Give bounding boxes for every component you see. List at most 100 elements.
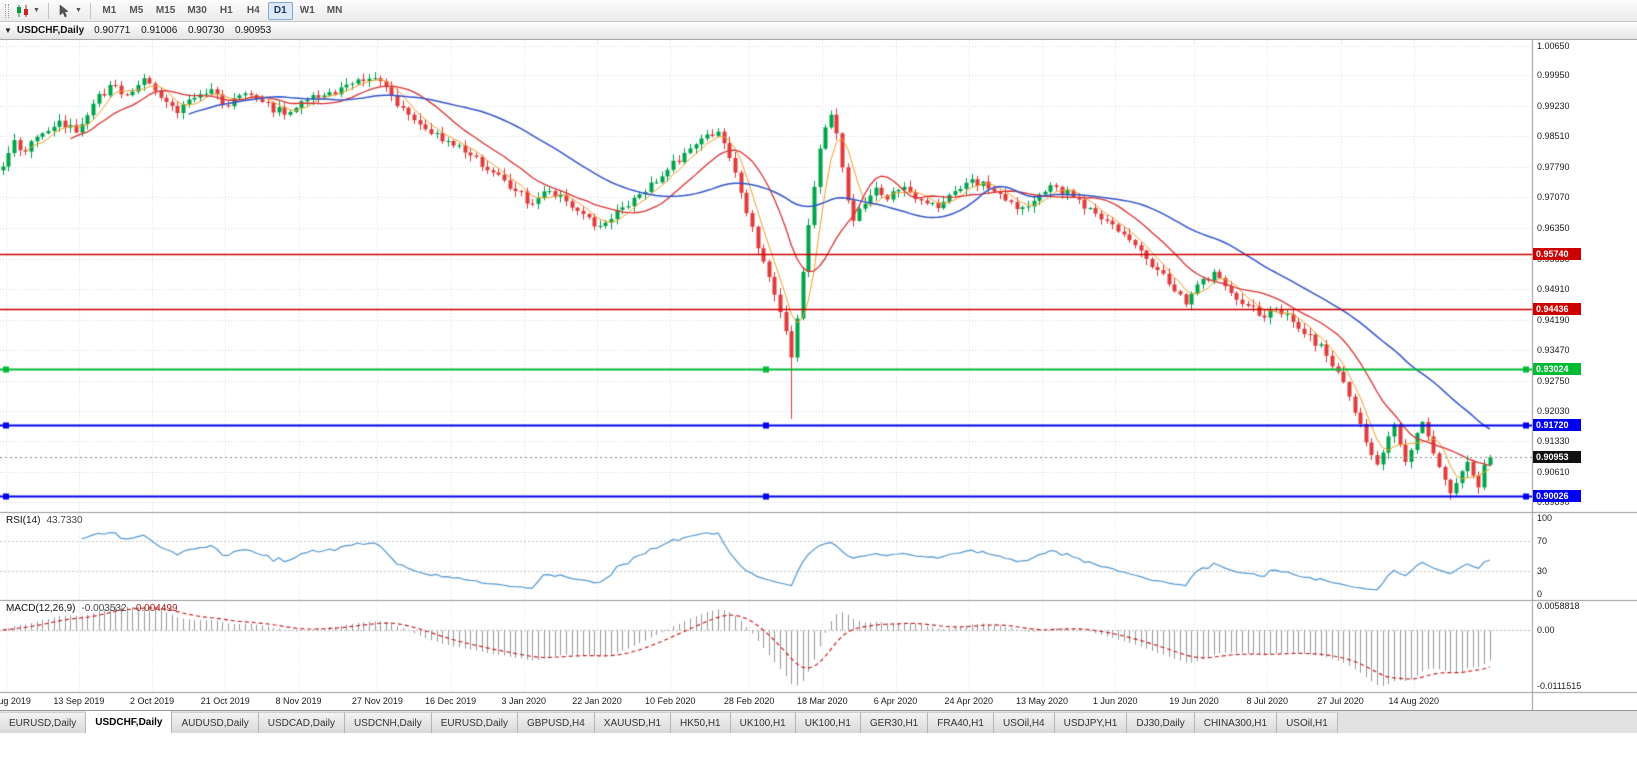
chevron-down-icon[interactable]: ▼ [33, 6, 40, 14]
date-axis-label: 19 Jun 2020 [1169, 696, 1219, 706]
date-axis-label: 22 Jan 2020 [572, 696, 622, 706]
price-axis-label: 1.00650 [1537, 40, 1570, 51]
timeframe-button-m15[interactable]: M15 [155, 5, 176, 16]
hline-price-tag[interactable]: 0.91720 [1533, 418, 1581, 431]
price-axis-label: 0.93470 [1537, 345, 1570, 356]
ohlc-low: 0.90730 [188, 25, 225, 36]
macd-axis-label: -0.0111515 [1537, 681, 1582, 691]
date-axis-label: 8 Nov 2019 [275, 696, 322, 706]
rsi-axis-label: 0 [1537, 589, 1543, 599]
toolbar-grip[interactable] [5, 3, 9, 18]
date-axis-label: 24 Apr 2020 [944, 696, 994, 706]
chart-tab[interactable]: UK100,H1 [730, 712, 796, 733]
chart-tab[interactable]: GER30,H1 [860, 712, 929, 733]
price-axis-label: 0.91330 [1537, 436, 1570, 447]
date-axis-label: 8 Jul 2020 [1246, 696, 1289, 706]
rsi-value: 43.7330 [46, 515, 83, 526]
timeframe-button-w1[interactable]: W1 [299, 5, 315, 16]
timeframe-button-h1[interactable]: H1 [219, 5, 233, 16]
hline-price-tag[interactable]: 0.93024 [1533, 363, 1581, 376]
chart-tab-bar: EURUSD,Daily USDCHF,Daily AUDUSD,Daily USDC… [0, 710, 1637, 733]
chevron-down-icon[interactable]: ▼ [74, 6, 82, 14]
date-axis-label: 21 Oct 2019 [200, 696, 250, 706]
timeframe-button-h4[interactable]: H4 [246, 5, 260, 16]
price-axis-label: 0.96350 [1537, 223, 1570, 234]
hline-price-tag[interactable]: 0.95740 [1533, 247, 1581, 260]
chart-tab[interactable]: USOil,H1 [1277, 712, 1338, 733]
chart-tab[interactable]: GBPUSD,H4 [517, 712, 595, 733]
toolbar-separator [89, 2, 91, 19]
price-axis-label: 0.90610 [1537, 466, 1570, 477]
ohlc-readout: 0.90771 0.91006 0.90730 0.90953 [94, 25, 279, 36]
timeframe-button-m5[interactable]: M5 [129, 5, 144, 16]
chart-symbol-title: USDCHF,Daily [16, 25, 85, 36]
price-axis-label: 0.94190 [1537, 314, 1570, 325]
timeframe-button-m1[interactable]: M1 [102, 5, 117, 16]
toolbar-separator [47, 2, 49, 19]
date-axis-label: 13 Sep 2019 [53, 696, 105, 706]
price-axis-label: 0.97070 [1537, 192, 1570, 203]
chart-area: RSI(14) 43.7330 MACD(12,26,9) -0.003532 -0.… [0, 40, 1637, 710]
chart-tab-active[interactable]: USDCHF,Daily [86, 711, 173, 733]
chart-type-tool[interactable]: ▼ [12, 2, 43, 20]
hline-price-tag[interactable]: 0.90026 [1533, 490, 1581, 503]
date-axis-label: 27 Jul 2020 [1317, 696, 1364, 706]
rsi-name: RSI(14) [6, 515, 41, 526]
chart-tab[interactable]: XAUUSD,H1 [594, 712, 672, 733]
date-axis-label: 26 Aug 2019 [0, 696, 31, 706]
chart-tab[interactable]: USDCNH,Daily [344, 712, 432, 733]
macd-main-value: -0.003532 [81, 603, 127, 614]
macd-name: MACD(12,26,9) [6, 603, 76, 614]
date-axis-label: 1 Jun 2020 [1092, 696, 1138, 706]
date-axis-label: 3 Jan 2020 [501, 696, 547, 706]
chart-tab[interactable]: FRA40,H1 [928, 712, 994, 733]
chart-tab[interactable]: HK50,H1 [671, 712, 731, 733]
candlestick-chart-icon[interactable] [13, 3, 31, 19]
macd-axis-label: 0.00 [1537, 624, 1555, 635]
price-axis-label: 0.98510 [1537, 131, 1570, 142]
price-axis-label: 0.92030 [1537, 406, 1570, 417]
rsi-axis-label: 30 [1537, 566, 1548, 577]
chart-tab[interactable]: DJ30,Daily [1127, 712, 1195, 733]
top-toolbar: ▼ ▼ M1 M5 M15 M30 H1 H4 D1 W1 MN [0, 0, 1637, 22]
status-strip [0, 733, 1637, 768]
cursor-icon[interactable] [55, 3, 73, 19]
chart-title-bar: ▼ USDCHF,Daily 0.90771 0.91006 0.90730 0… [0, 22, 1637, 40]
date-axis-label: 14 Aug 2020 [1388, 696, 1439, 706]
price-chart-canvas[interactable] [0, 40, 1637, 710]
ohlc-close: 0.90953 [234, 25, 272, 36]
date-axis-label: 18 Mar 2020 [797, 696, 848, 706]
rsi-indicator-label: RSI(14) 43.7330 [6, 515, 83, 526]
chart-tab[interactable]: CHINA300,H1 [1194, 712, 1278, 733]
date-axis-label: 27 Nov 2019 [351, 696, 403, 706]
date-axis-label: 28 Feb 2020 [723, 696, 775, 706]
chart-tab[interactable]: EURUSD,Daily [0, 712, 87, 733]
date-axis-label: 13 May 2020 [1015, 696, 1069, 706]
date-axis-label: 2 Oct 2019 [130, 696, 175, 706]
timeframe-button-d1[interactable]: D1 [267, 1, 293, 20]
chart-menu-icon[interactable]: ▼ [4, 26, 12, 35]
chart-tab[interactable]: AUDUSD,Daily [172, 712, 259, 733]
price-axis-label: 0.94910 [1537, 284, 1570, 295]
chart-tab[interactable]: USDJPY,H1 [1054, 712, 1128, 733]
chart-tab[interactable]: USDCAD,Daily [258, 712, 345, 733]
price-axis-label: 0.92750 [1537, 375, 1570, 386]
macd-indicator-label: MACD(12,26,9) -0.003532 -0.004499 [6, 603, 178, 614]
price-axis-label: 0.99230 [1537, 100, 1570, 111]
ohlc-open: 0.90771 [94, 25, 131, 36]
date-axis-label: 16 Dec 2019 [425, 696, 477, 706]
chart-tab[interactable]: UK100,H1 [795, 712, 861, 733]
date-axis-label: 6 Apr 2020 [873, 696, 918, 706]
cursor-tool[interactable]: ▼ [54, 2, 85, 20]
hline-price-tag[interactable]: 0.94436 [1533, 303, 1581, 316]
rsi-axis-label: 70 [1537, 535, 1548, 546]
timeframe-button-group: M1 M5 M15 M30 H1 H4 D1 W1 MN [96, 1, 348, 20]
chart-tab[interactable]: USOil,H4 [993, 712, 1055, 733]
timeframe-button-m30[interactable]: M30 [187, 5, 207, 16]
date-axis-label: 10 Feb 2020 [644, 696, 696, 706]
chart-tab[interactable]: EURUSD,Daily [431, 712, 518, 733]
timeframe-button-mn[interactable]: MN [326, 5, 343, 16]
ohlc-high: 0.91006 [141, 25, 178, 36]
macd-axis-label: 0.0058818 [1537, 601, 1580, 611]
